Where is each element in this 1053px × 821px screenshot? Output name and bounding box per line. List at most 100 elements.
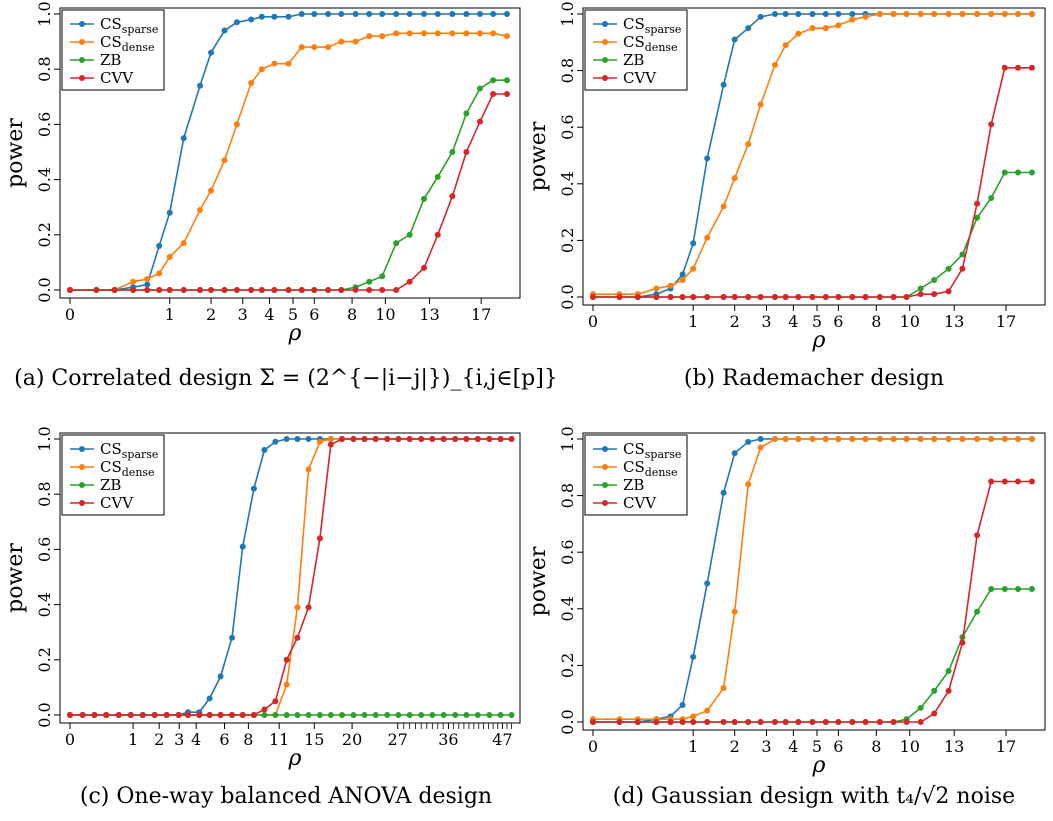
data-point [757, 436, 764, 442]
data-point [486, 436, 493, 442]
data-point [667, 282, 674, 289]
y-tick-label: 0.2 [558, 228, 577, 253]
data-point [463, 149, 470, 155]
data-point [272, 438, 279, 445]
series-line-zb [70, 79, 507, 291]
plot-frame [59, 432, 521, 724]
data-point [590, 719, 596, 725]
series-line-cvv [593, 67, 1032, 298]
plot-frame [59, 7, 521, 299]
data-point [418, 712, 425, 718]
legend-marker [79, 21, 85, 27]
data-point [144, 275, 151, 282]
data-point [185, 712, 192, 718]
data-point [917, 436, 924, 442]
data-point [1015, 11, 1022, 17]
data-point [151, 712, 158, 718]
data-point [294, 604, 301, 611]
data-point [421, 264, 428, 271]
data-point [809, 25, 816, 32]
data-point [285, 287, 292, 293]
x-tick-label: 13 [944, 312, 964, 331]
data-point [208, 287, 215, 293]
data-point [372, 712, 379, 718]
data-point [490, 91, 497, 98]
data-point [835, 11, 842, 17]
data-point [795, 719, 802, 725]
data-point [197, 206, 204, 213]
data-point [931, 436, 938, 442]
data-point [988, 478, 995, 485]
data-point [745, 719, 752, 725]
x-tick-label: 13 [419, 305, 439, 324]
data-point [361, 436, 368, 442]
data-point [679, 277, 686, 284]
data-point [272, 712, 279, 718]
x-tick-label: 0 [65, 730, 75, 749]
data-point [745, 141, 752, 148]
x-axis-label: ρ [812, 753, 826, 778]
data-point [452, 436, 459, 442]
x-axis-label: ρ [288, 321, 302, 346]
data-point [616, 294, 623, 300]
data-point [490, 30, 497, 37]
data-point [434, 30, 441, 37]
x-tick-label: 1 [165, 305, 175, 324]
data-point [974, 11, 981, 17]
data-point [229, 712, 236, 718]
data-point [418, 436, 425, 442]
y-tick-label: 0.6 [35, 537, 54, 562]
data-point [720, 294, 727, 300]
data-point [795, 436, 802, 442]
x-tick-label: 3 [238, 305, 248, 324]
data-point [139, 712, 146, 718]
data-point [959, 11, 966, 17]
data-point [175, 712, 182, 718]
data-point [103, 712, 110, 718]
x-tick-label: 8 [243, 730, 253, 749]
legend-label: CVV [623, 494, 657, 512]
data-point [988, 121, 995, 128]
data-point [298, 11, 305, 17]
data-point [79, 712, 86, 718]
x-tick-label: 10 [900, 312, 920, 331]
x-tick-label: 20 [342, 730, 362, 749]
data-point [704, 294, 711, 300]
data-point [497, 712, 504, 718]
data-point [945, 668, 952, 675]
legend-label: CSsparse [100, 15, 158, 36]
legend-marker [79, 57, 85, 63]
data-point [809, 294, 816, 300]
data-point [316, 438, 323, 445]
data-point [339, 712, 346, 718]
legend-label: CVV [100, 494, 134, 512]
data-point [862, 436, 869, 442]
data-point [849, 294, 856, 300]
data-point [248, 16, 255, 23]
data-point [974, 532, 981, 539]
data-point [361, 712, 368, 718]
data-point [449, 193, 456, 200]
data-point [250, 485, 257, 492]
data-point [261, 447, 268, 454]
y-tick-label: 0.0 [35, 277, 54, 302]
data-point [486, 712, 493, 718]
data-point [463, 30, 470, 37]
data-point [476, 118, 483, 125]
plot-frame [582, 7, 1046, 306]
data-point [795, 11, 802, 17]
data-point [166, 253, 173, 260]
data-point [809, 719, 816, 725]
x-tick-label: 10 [900, 737, 920, 756]
data-point [163, 712, 170, 718]
data-point [127, 712, 134, 718]
data-point [757, 13, 764, 20]
data-point [731, 608, 738, 615]
data-point [440, 712, 447, 718]
data-point [156, 287, 163, 293]
x-tick-label: 0 [65, 305, 75, 324]
data-point [180, 135, 187, 142]
data-point [917, 11, 924, 17]
y-tick-label: 0.4 [35, 167, 54, 192]
data-point [271, 60, 278, 67]
